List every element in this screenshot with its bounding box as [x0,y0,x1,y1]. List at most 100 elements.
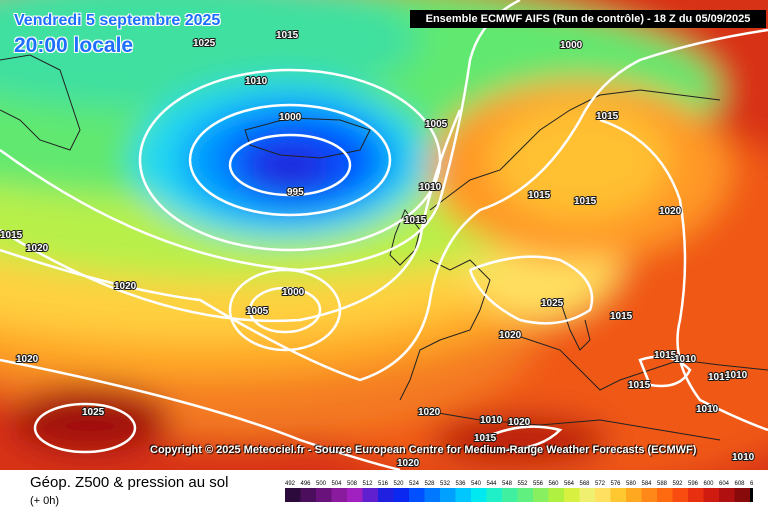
legend-swatch [316,488,332,502]
legend-tick: 560 [549,481,560,487]
legend-tick: 496 [301,481,312,487]
legend-swatch [703,488,719,502]
isobar-label: 1020 [418,407,441,418]
legend-swatch [548,488,564,502]
legend-tick: 556 [533,481,544,487]
coastlines [0,54,768,441]
legend-swatch [641,488,657,502]
isobar-label: 1010 [708,372,731,383]
isobar-label: 1015 [0,230,23,241]
isobar-label: 1015 [596,111,619,122]
legend-tick: 576 [611,481,622,487]
legend-tick: 568 [580,481,591,487]
isobar-label: 1010 [245,76,268,87]
legend-tick: 592 [673,481,684,487]
legend-swatch [455,488,471,502]
legend-tick: 588 [657,481,668,487]
isobar-label: 1025 [541,298,564,309]
legend-tick: 528 [425,481,436,487]
legend-swatch [626,488,642,502]
legend-tick: 520 [394,481,405,487]
legend-tick: 564 [564,481,575,487]
legend-tick: 544 [487,481,498,487]
legend-tick: 596 [688,481,699,487]
scandinavia-coast [429,89,721,211]
geopotential-field [0,0,768,470]
north-africa-coast [419,409,721,441]
isobar-label: 1010 [725,370,748,381]
isobar-label: 1015 [654,350,677,361]
isobar-label: 1020 [114,281,137,292]
legend-tick: 508 [347,481,358,487]
legend-swatch [378,488,394,502]
iberia-coast [399,259,491,401]
isobar-label: 1025 [82,407,105,418]
legend-tick: 532 [440,481,451,487]
legend-swatch [533,488,549,502]
legend-swatch [719,488,735,502]
legend-tick: 572 [595,481,606,487]
legend-swatch [517,488,533,502]
model-run-banner: Ensemble ECMWF AIFS (Run de contrôle) - … [410,10,766,28]
isobar-label: 1020 [16,354,39,365]
legend-swatch [486,488,502,502]
legend-tick: 584 [642,481,653,487]
map-canvas: 1025 1015 1010 1000 995 1005 1010 1015 1… [0,0,768,470]
isobar-label: 1010 [480,415,503,426]
legend-swatch [595,488,611,502]
legend-tick: 608 [735,481,746,487]
isobar-label: 1015 [574,196,597,207]
legend-swatch [610,488,626,502]
legend-tick: 580 [626,481,637,487]
legend-tick: 612 [750,481,753,487]
legend-swatch [424,488,440,502]
legend-swatch [300,488,316,502]
isobar-label: 1020 [659,206,682,217]
isobar-label: 1020 [508,417,531,428]
legend-swatch [734,488,750,502]
legend-swatch [347,488,363,502]
isobar-label: 1020 [499,330,522,341]
isobar-label: 1015 [474,433,497,444]
legend-tick: 500 [316,481,327,487]
isobar-label: 1025 [193,38,216,49]
isobar-label: 1010 [732,452,755,463]
isobar-label: 1005 [246,306,269,317]
isobar-label: 1015 [404,215,427,226]
legend-swatch [331,488,347,502]
isobar-label: 1010 [419,182,442,193]
legend-tick: 540 [471,481,482,487]
isobar-label: 1010 [674,354,697,365]
isobar-label: 1015 [610,311,633,322]
forecast-local-time: 20:00 locale [14,34,134,57]
isobar-label: 1015 [628,380,651,391]
field-title: Géop. Z500 & pression au sol [30,474,229,491]
isobar-labels: 1025 1015 1010 1000 995 1005 1010 1015 1… [0,29,756,470]
legend-swatch [750,488,753,502]
legend-tick: 512 [363,481,374,487]
legend-tick: 552 [518,481,529,487]
legend-swatches [285,488,753,502]
legend-swatch [362,488,378,502]
isobar-label: 1010 [696,404,719,415]
legend-swatch [579,488,595,502]
legend-swatch [564,488,580,502]
isobar-label: 1015 [528,190,551,201]
weather-map: 1025 1015 1010 1000 995 1005 1010 1015 1… [0,0,768,470]
legend-swatch [672,488,688,502]
isobar-label: 1005 [425,119,448,130]
forecast-offset: (+ 0h) [30,495,60,507]
legend-swatch [471,488,487,502]
iceland-coast [244,117,371,159]
legend-tick: 548 [502,481,513,487]
isobar-label: 995 [287,187,304,198]
legend-swatch [440,488,456,502]
legend-tick: 600 [704,481,715,487]
copyright-notice: Copyright © 2025 Meteociel.fr - Source E… [150,444,697,456]
greenland-coast [0,54,81,151]
legend-swatch [285,488,301,502]
legend-swatch [393,488,409,502]
isobar-label: 1000 [282,287,305,298]
color-scale-legend: 492 496 500 504 508 512 516 520 524 528 532 536 540 5… [285,481,753,502]
legend-ticks: 492 496 500 504 508 512 516 520 524 528 532 536 540 5… [285,481,753,487]
